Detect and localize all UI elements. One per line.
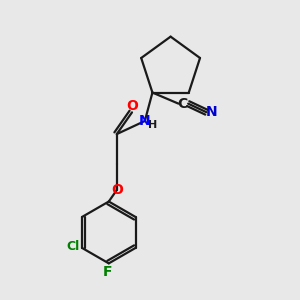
Text: N: N xyxy=(139,114,151,128)
Text: O: O xyxy=(111,183,123,197)
Text: F: F xyxy=(103,265,112,279)
Text: Cl: Cl xyxy=(66,240,79,253)
Text: N: N xyxy=(206,105,218,119)
Text: O: O xyxy=(126,99,138,113)
Text: H: H xyxy=(148,120,158,130)
Text: C: C xyxy=(178,97,188,111)
